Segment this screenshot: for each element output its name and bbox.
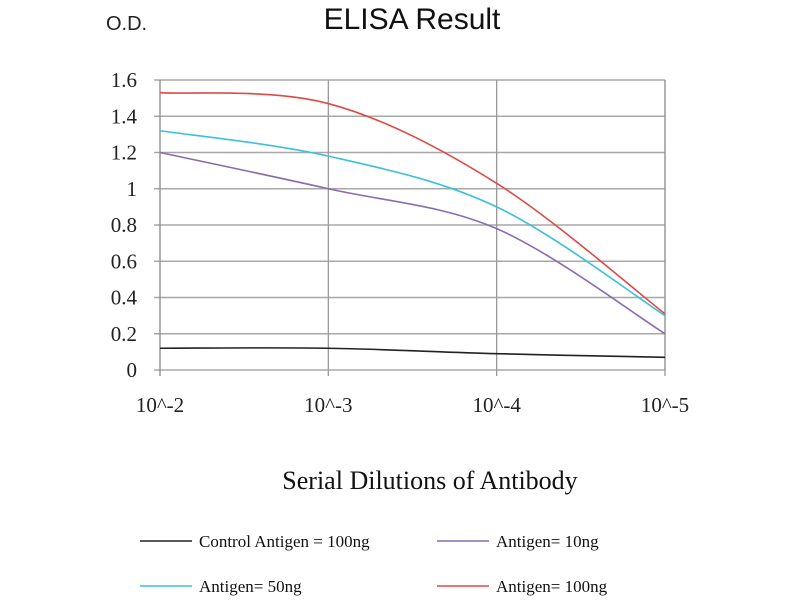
x-ticks: 10^-2 10^-3 10^-4 10^-5 (136, 393, 689, 417)
y-tick-label: 0.4 (111, 286, 138, 310)
y-tick-label: 0.8 (111, 213, 137, 237)
y-tick-label: 1.6 (111, 68, 137, 92)
y-tick-label: 1.4 (111, 104, 138, 128)
y-axis-label: O.D. (106, 13, 147, 35)
legend: Control Antigen = 100ng Antigen= 10ng Anti… (140, 532, 608, 596)
y-tick-label: 1 (127, 177, 138, 201)
series-line-3 (159, 91, 666, 315)
series-lines (159, 91, 666, 359)
series-line-1 (159, 151, 666, 335)
legend-label: Antigen= 50ng (199, 577, 302, 596)
series-line-2 (159, 129, 666, 317)
grid (154, 79, 666, 376)
legend-label: Control Antigen = 100ng (199, 532, 370, 551)
legend-label: Antigen= 100ng (496, 577, 608, 596)
series-line-0 (159, 347, 666, 359)
x-axis-label: Serial Dilutions of Antibody (282, 466, 577, 495)
x-tick-label: 10^-2 (136, 393, 184, 417)
y-tick-label: 0.6 (111, 249, 137, 273)
legend-label: Antigen= 10ng (496, 532, 599, 551)
y-ticks: 0 0.2 0.4 0.6 0.8 1 1.2 1.4 1.6 (111, 68, 138, 382)
chart-title: ELISA Result (324, 3, 501, 36)
x-tick-label: 10^-3 (304, 393, 352, 417)
x-tick-label: 10^-4 (472, 393, 521, 417)
y-tick-label: 1.2 (111, 141, 137, 165)
x-tick-label: 10^-5 (641, 393, 689, 417)
y-tick-label: 0 (127, 358, 138, 382)
y-tick-label: 0.2 (111, 322, 137, 346)
